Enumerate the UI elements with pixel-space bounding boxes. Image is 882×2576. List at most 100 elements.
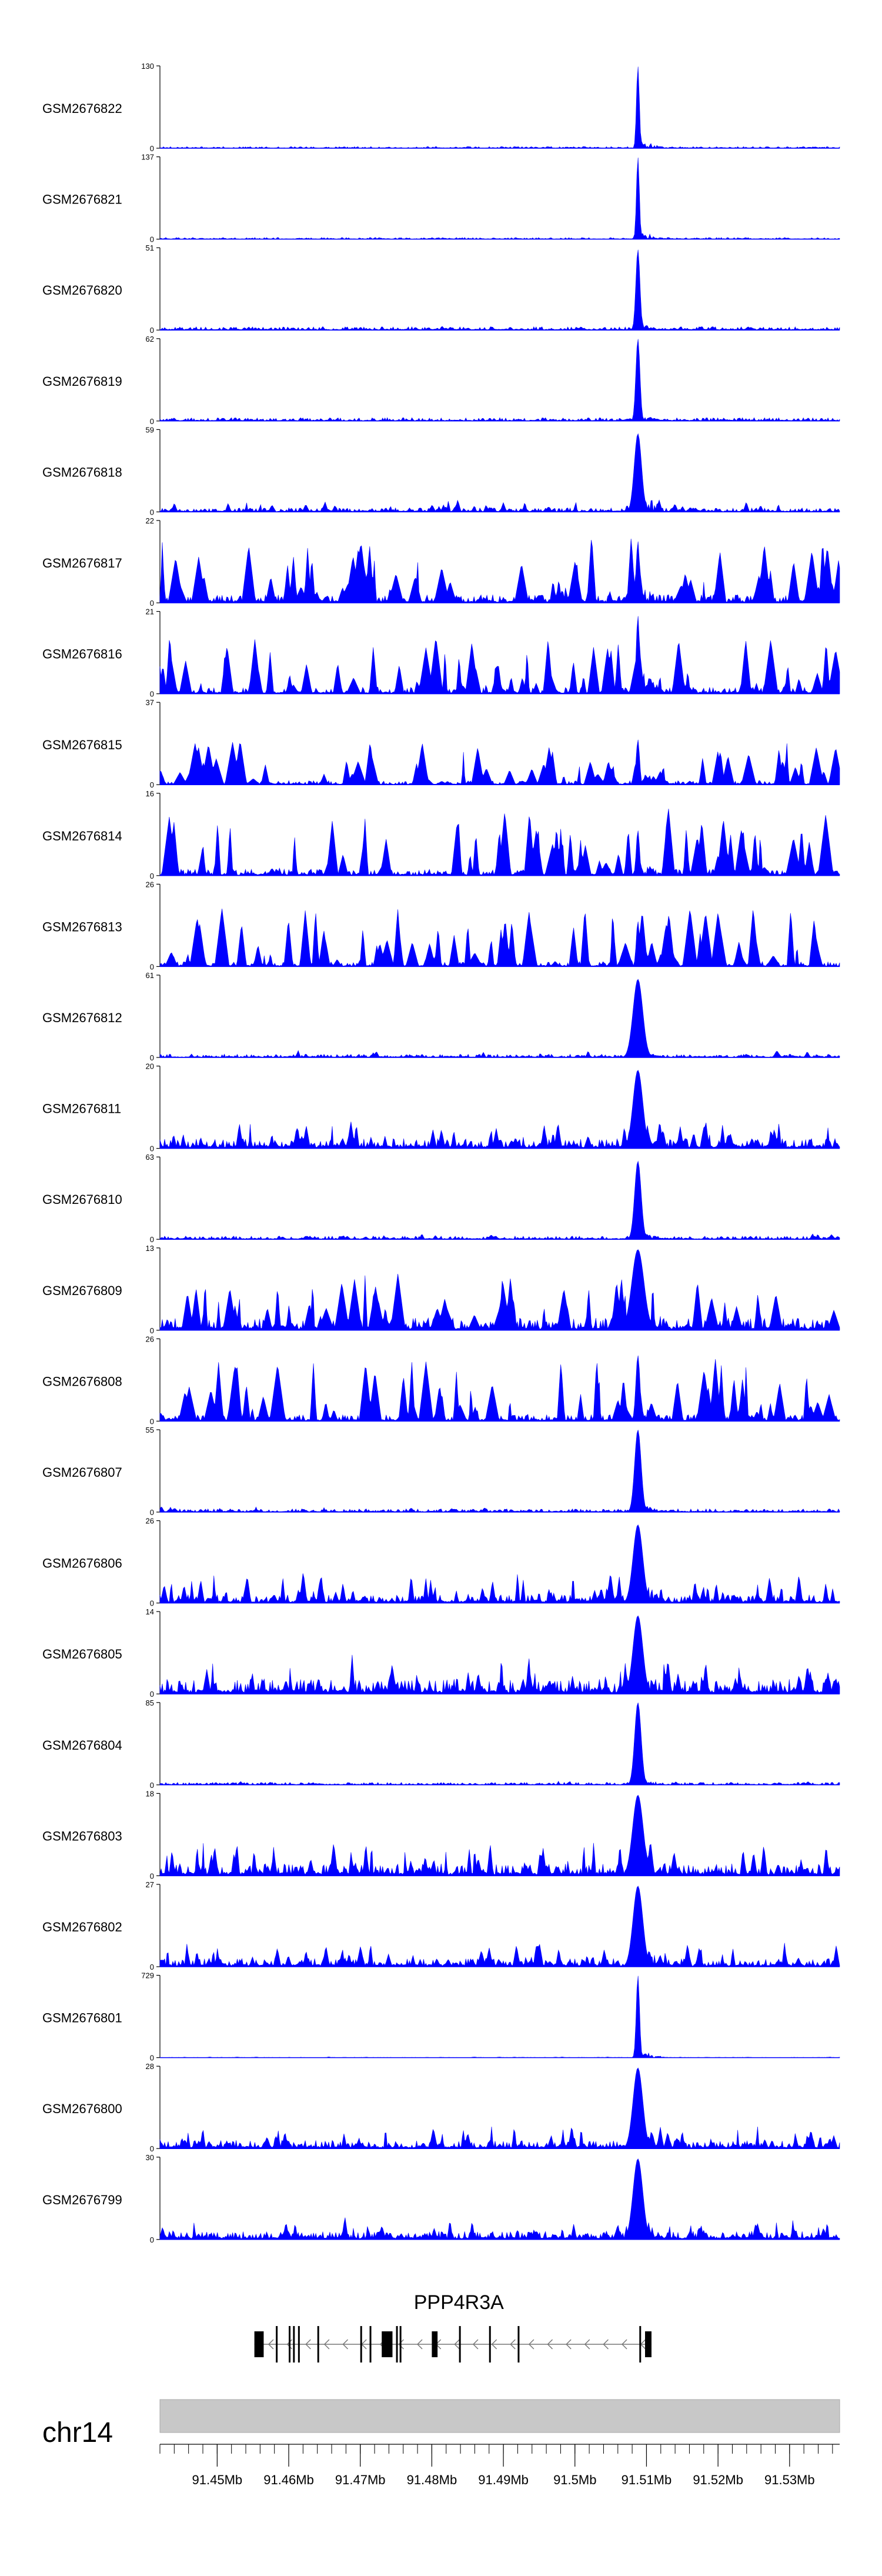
track-label: GSM2676803 — [42, 1828, 122, 1843]
track-GSM2676802: GSM2676802 27 0 — [42, 1880, 840, 1971]
y-min-label: 0 — [150, 690, 154, 699]
gene-exon — [293, 2326, 295, 2363]
track-GSM2676808: GSM2676808 26 0 — [42, 1334, 840, 1426]
track-label: GSM2676800 — [42, 2101, 122, 2116]
track-label: GSM2676808 — [42, 1374, 122, 1389]
y-max-label: 28 — [146, 2062, 154, 2071]
y-min-label: 0 — [150, 1235, 154, 1244]
x-tick-label: 91.49Mb — [478, 2472, 529, 2487]
signal-area — [159, 339, 840, 422]
track-GSM2676820: GSM2676820 51 0 — [42, 243, 840, 335]
y-min-label: 0 — [150, 599, 154, 608]
x-tick-label: 91.53Mb — [764, 2472, 815, 2487]
y-max-label: 30 — [146, 2153, 154, 2162]
track-GSM2676804: GSM2676804 85 0 — [42, 1699, 840, 1790]
y-min-label: 0 — [150, 2054, 154, 2063]
strand-arrow — [417, 2339, 423, 2350]
track-label: GSM2676818 — [42, 465, 122, 479]
strand-arrow — [454, 2339, 460, 2350]
track-label: GSM2676814 — [42, 829, 122, 843]
gene-exon — [254, 2331, 264, 2357]
track-label: GSM2676802 — [42, 1920, 122, 1934]
y-max-label: 21 — [146, 608, 154, 616]
signal-area — [159, 433, 840, 512]
genome-axis: 91.45Mb 91.46Mb 91.47Mb 91.48Mb 91.49Mb 91.5M… — [159, 2444, 840, 2487]
track-GSM2676809: GSM2676809 13 0 — [42, 1244, 840, 1335]
signal-area — [159, 909, 840, 967]
track-label: GSM2676801 — [42, 2011, 122, 2026]
strand-arrow — [622, 2339, 627, 2350]
strand-arrow — [491, 2339, 497, 2350]
y-max-label: 22 — [146, 516, 154, 525]
signal-area — [159, 2067, 840, 2149]
track-GSM2676822: GSM2676822 130 0 — [42, 62, 840, 153]
x-tick-label: 91.48Mb — [407, 2472, 457, 2487]
track-GSM2676818: GSM2676818 59 0 — [42, 425, 840, 516]
track-GSM2676810: GSM2676810 63 0 — [42, 1153, 840, 1244]
strand-arrow — [547, 2339, 553, 2350]
track-GSM2676817: GSM2676817 22 0 — [42, 516, 840, 608]
strand-arrow — [603, 2339, 609, 2350]
strand-arrow — [566, 2339, 572, 2350]
track-GSM2676811: GSM2676811 20 0 — [42, 1062, 840, 1153]
signal-area — [159, 1794, 840, 1876]
gene-exon — [432, 2331, 438, 2357]
track-GSM2676815: GSM2676815 37 0 — [42, 698, 840, 789]
y-max-label: 16 — [146, 789, 154, 798]
signal-area — [159, 1249, 840, 1331]
y-min-label: 0 — [150, 235, 154, 244]
y-min-label: 0 — [150, 872, 154, 880]
gene-exon — [489, 2326, 491, 2363]
y-min-label: 0 — [150, 2235, 154, 2244]
y-max-label: 18 — [146, 1789, 154, 1798]
strand-arrow — [305, 2339, 311, 2350]
track-label: GSM2676821 — [42, 192, 122, 207]
track-GSM2676800: GSM2676800 28 0 — [42, 2062, 840, 2153]
track-label: GSM2676810 — [42, 1192, 122, 1207]
signal-area — [159, 66, 840, 149]
gene-exon — [369, 2326, 372, 2363]
strand-arrow — [584, 2339, 590, 2350]
y-min-label: 0 — [150, 1144, 154, 1153]
y-min-label: 0 — [150, 417, 154, 426]
y-max-label: 63 — [146, 1153, 154, 1162]
track-GSM2676821: GSM2676821 137 0 — [42, 153, 840, 244]
y-min-label: 0 — [150, 780, 154, 789]
y-min-label: 0 — [150, 1963, 154, 1971]
gene-exon — [645, 2331, 652, 2357]
signal-area — [159, 249, 840, 331]
y-max-label: 55 — [146, 1426, 154, 1434]
x-tick-label: 91.47Mb — [335, 2472, 386, 2487]
track-label: GSM2676815 — [42, 738, 122, 752]
gene-exon — [382, 2331, 393, 2357]
y-max-label: 59 — [146, 425, 154, 434]
gene-exon — [298, 2326, 300, 2363]
signal-area — [159, 1430, 840, 1513]
y-max-label: 62 — [146, 335, 154, 343]
signal-area — [159, 1070, 840, 1149]
track-label: GSM2676804 — [42, 1738, 122, 1753]
y-max-label: 26 — [146, 880, 154, 889]
chromosome-label: chr14 — [42, 2417, 113, 2448]
y-max-label: 130 — [141, 62, 154, 71]
y-min-label: 0 — [150, 1599, 154, 1608]
signal-area — [159, 979, 840, 1058]
signal-area — [159, 1976, 840, 2058]
track-GSM2676807: GSM2676807 55 0 — [42, 1426, 840, 1517]
strand-arrow — [528, 2339, 534, 2350]
signal-tracks: GSM26768221300GSM26768211370GSM267682051… — [42, 62, 840, 2244]
gene-exon — [517, 2326, 520, 2363]
gene-exon — [459, 2326, 461, 2363]
y-min-label: 0 — [150, 1326, 154, 1335]
y-min-label: 0 — [150, 1871, 154, 1880]
y-max-label: 27 — [146, 1880, 154, 1889]
gene-name: PPP4R3A — [414, 2291, 504, 2314]
strand-arrow — [342, 2339, 349, 2350]
strand-arrow — [268, 2339, 274, 2350]
track-GSM2676813: GSM2676813 26 0 — [42, 880, 840, 971]
track-GSM2676816: GSM2676816 21 0 — [42, 608, 840, 699]
strand-arrow — [398, 2339, 404, 2350]
signal-area — [159, 809, 840, 876]
track-label: GSM2676799 — [42, 2193, 122, 2207]
